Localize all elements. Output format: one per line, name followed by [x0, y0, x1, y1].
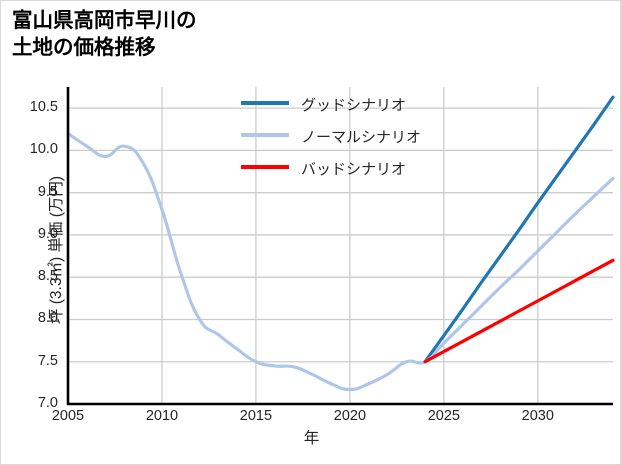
- chart-title: 富山県高岡市早川の 土地の価格推移: [12, 9, 197, 59]
- y-tick-label: 7.5: [37, 352, 58, 369]
- x-tick-label: 2015: [239, 408, 273, 424]
- x-tick-label: 2025: [427, 408, 460, 424]
- x-tick-label: 2030: [521, 408, 554, 424]
- y-tick-label: 7.0: [37, 395, 58, 411]
- data-series-group: [66, 95, 615, 392]
- gridlines: [67, 87, 613, 405]
- series-line: [423, 258, 615, 364]
- y-tick-label: 9.5: [37, 183, 58, 200]
- legend-swatches: [241, 101, 289, 169]
- x-tick-label: 2020: [333, 408, 367, 424]
- y-tick-label: 9.0: [37, 225, 58, 242]
- y-tick-label: 10.5: [29, 99, 58, 116]
- legend-label: バッドシナリオ: [301, 161, 407, 178]
- y-axis-label: 坪 (3.3㎡) 単価 (万円): [48, 175, 65, 325]
- y-tick-label: 10.0: [29, 141, 58, 158]
- x-axis-label: 年: [303, 430, 320, 447]
- legend-label: グッドシナリオ: [301, 97, 407, 114]
- legend-label: ノーマルシナリオ: [301, 129, 422, 146]
- y-tick-label: 8.5: [37, 268, 58, 285]
- series-line: [66, 131, 615, 392]
- x-tick-label: 2010: [145, 408, 179, 424]
- y-tick-label: 8.0: [37, 310, 58, 327]
- series-line: [423, 95, 615, 364]
- axis-spines: [66, 87, 613, 406]
- x-tick-label: 2005: [51, 408, 85, 424]
